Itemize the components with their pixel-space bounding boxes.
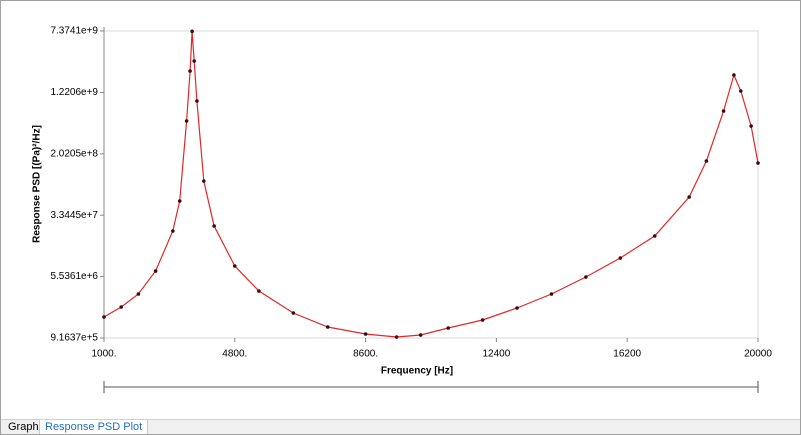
data-point	[652, 234, 657, 238]
data-point	[749, 124, 753, 128]
y-axis-label: Response PSD [(Pa)²/Hz]	[32, 125, 43, 243]
data-point	[363, 332, 368, 336]
data-point	[257, 289, 261, 293]
x-tick-label: 16200	[613, 349, 641, 360]
data-point	[721, 109, 726, 113]
data-point	[177, 199, 182, 203]
data-point	[618, 256, 623, 260]
data-point	[325, 325, 330, 329]
data-point	[584, 275, 588, 279]
tab[interactable]: Graph	[8, 421, 39, 433]
data-point	[291, 311, 296, 315]
data-point	[549, 292, 554, 296]
data-point	[190, 29, 194, 34]
data-point	[212, 224, 216, 228]
data-point	[756, 161, 760, 165]
tab-active[interactable]: Response PSD Plot	[39, 420, 149, 434]
y-tick-label: 3.3445e+7	[50, 210, 98, 221]
data-point	[192, 59, 196, 63]
data-point	[394, 335, 399, 339]
x-tick-label: 8600.	[353, 349, 378, 360]
data-point	[515, 306, 519, 310]
y-tick-label: 2.0205e+8	[50, 148, 98, 159]
y-tick-label: 5.5361e+6	[50, 271, 98, 282]
chart: Frequency [Hz] Response PSD [(Pa)²/Hz] 9…	[32, 26, 772, 393]
data-point	[102, 315, 106, 319]
data-point	[233, 264, 237, 268]
data-point	[446, 326, 451, 330]
data-point	[738, 89, 743, 93]
data-point	[480, 318, 485, 322]
data-point	[704, 159, 709, 163]
data-point	[119, 305, 124, 309]
data-point	[171, 229, 175, 233]
y-tick-label: 7.3741e+9	[50, 26, 98, 37]
plot-frame	[103, 30, 759, 339]
x-tick-label: 4800.	[222, 349, 247, 360]
data-point	[195, 99, 199, 103]
data-point	[188, 69, 192, 73]
x-axis-label: Frequency [Hz]	[381, 366, 453, 377]
data-point	[136, 292, 141, 296]
y-tick-label: 9.1637e+5	[50, 333, 98, 344]
x-tick-label: 12400	[482, 349, 510, 360]
x-tick-label: 1000.	[91, 349, 116, 360]
y-tick-label: 1.2206e+9	[50, 87, 98, 98]
data-point	[153, 269, 158, 273]
x-tick-label: 20000	[744, 349, 772, 360]
data-point	[184, 119, 189, 123]
data-point	[732, 73, 736, 77]
tab-bar: Graph Response PSD Plot	[1, 419, 800, 434]
data-point	[687, 195, 691, 199]
data-line	[103, 31, 759, 338]
data-point	[202, 179, 206, 183]
data-point	[418, 333, 423, 337]
